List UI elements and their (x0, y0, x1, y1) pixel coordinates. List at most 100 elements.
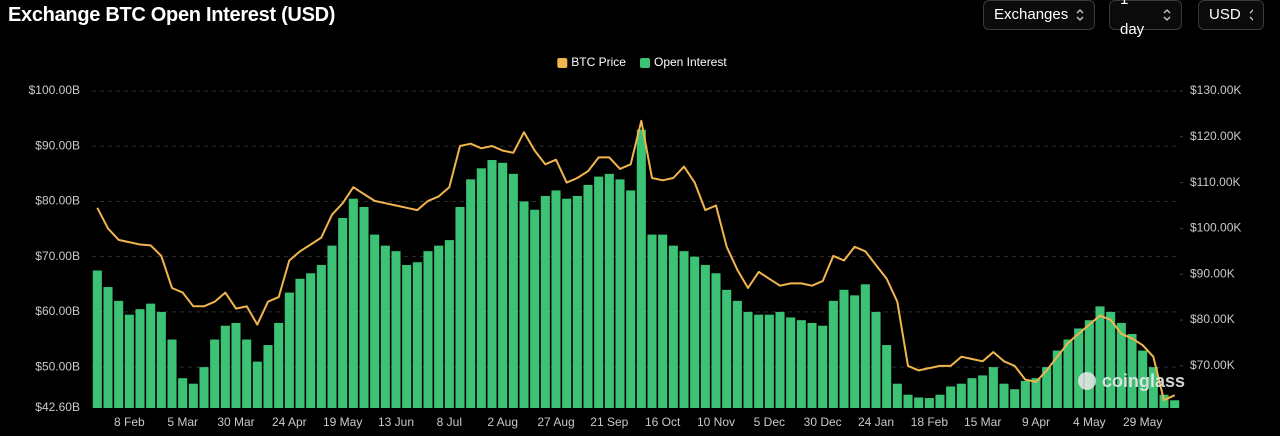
bar (1127, 333, 1137, 408)
bar (487, 160, 497, 408)
y-tick-label: $42.60B (35, 400, 80, 414)
bar (295, 278, 305, 408)
bar (1031, 378, 1041, 408)
bar (519, 201, 529, 408)
bar (146, 303, 156, 408)
select-label: Exchanges (994, 6, 1069, 23)
bar (999, 383, 1009, 408)
bar (1052, 350, 1062, 408)
y2-tick-label: $70.00K (1190, 358, 1235, 372)
bar (252, 361, 262, 408)
bar (754, 314, 764, 408)
bar (1084, 320, 1094, 408)
y-tick-label: $50.00B (35, 359, 80, 373)
bar (455, 206, 465, 408)
bar (956, 383, 966, 408)
bar (92, 270, 102, 408)
bar (562, 198, 572, 408)
x-tick-label: 21 Sep (590, 415, 628, 429)
bar (402, 264, 412, 408)
bar (668, 245, 678, 408)
bar (434, 245, 444, 408)
bar (775, 311, 785, 408)
bar (530, 209, 540, 408)
x-tick-label: 8 Feb (114, 415, 145, 429)
y-tick-label: $100.00B (29, 83, 80, 97)
bar (188, 383, 198, 408)
x-tick-label: 24 Jan (858, 415, 894, 429)
bar (327, 245, 337, 408)
select-label: 1 day (1120, 0, 1145, 38)
exchange-select[interactable]: Exchanges (983, 0, 1095, 30)
y-tick-label: $90.00B (35, 138, 80, 152)
bar (412, 262, 422, 408)
bar (807, 322, 817, 408)
bar (1010, 389, 1020, 408)
x-tick-label: 13 Jun (378, 415, 414, 429)
x-tick-label: 16 Oct (645, 415, 681, 429)
bar (1020, 380, 1030, 408)
legend-swatch (639, 58, 650, 68)
x-tick-label: 19 May (323, 415, 362, 429)
currency-select[interactable]: USD (1198, 0, 1264, 30)
bar (882, 345, 892, 408)
bar (679, 251, 689, 408)
bar (892, 383, 902, 408)
x-tick-label: 5 Mar (167, 415, 198, 429)
bar (1106, 311, 1116, 408)
bar (903, 394, 913, 408)
price-line (96, 119, 1176, 402)
x-tick-label: 9 Apr (1022, 415, 1050, 429)
bar (636, 129, 646, 408)
bar (935, 394, 945, 408)
bar (850, 295, 860, 408)
bar (946, 386, 956, 408)
bar (1148, 367, 1158, 408)
page-title: Exchange BTC Open Interest (USD) (8, 4, 336, 26)
bar (647, 234, 657, 408)
x-tick-label: 27 Aug (537, 415, 574, 429)
bar (732, 300, 742, 408)
legend: BTC Price Open Interest (557, 55, 727, 69)
y2-tick-label: $120.00K (1190, 129, 1241, 143)
bar (594, 176, 604, 408)
bar (551, 190, 561, 408)
bar (231, 322, 241, 408)
y2-tick-label: $90.00K (1190, 266, 1235, 280)
x-tick-label: 8 Jul (437, 415, 462, 429)
interval-select[interactable]: 1 day (1109, 0, 1182, 38)
bar (135, 309, 145, 408)
bars (92, 129, 1180, 408)
select-label: USD (1209, 6, 1241, 23)
bar (604, 173, 614, 408)
lines (96, 119, 1176, 402)
bar (167, 339, 177, 408)
x-tick-label: 30 Mar (217, 415, 254, 429)
bar (444, 240, 454, 408)
bar (978, 375, 988, 408)
bar (988, 367, 998, 408)
bar (316, 264, 326, 408)
bar (348, 198, 358, 408)
bar (828, 300, 838, 408)
legend-swatch (557, 58, 568, 68)
bar (967, 378, 977, 408)
x-tick-label: 4 May (1073, 415, 1106, 429)
bar (924, 398, 934, 408)
bar (263, 345, 273, 408)
bar (306, 273, 316, 408)
bar (764, 314, 774, 408)
bar (839, 289, 849, 408)
bar (210, 339, 220, 408)
bar (476, 168, 486, 408)
bar (156, 311, 166, 408)
bar (124, 314, 134, 408)
bar (540, 195, 550, 408)
bar (242, 339, 252, 408)
chevron (1076, 9, 1084, 21)
bar (114, 300, 124, 408)
bar (370, 234, 380, 408)
x-tick-label: 10 Nov (697, 415, 735, 429)
bar (498, 162, 508, 408)
